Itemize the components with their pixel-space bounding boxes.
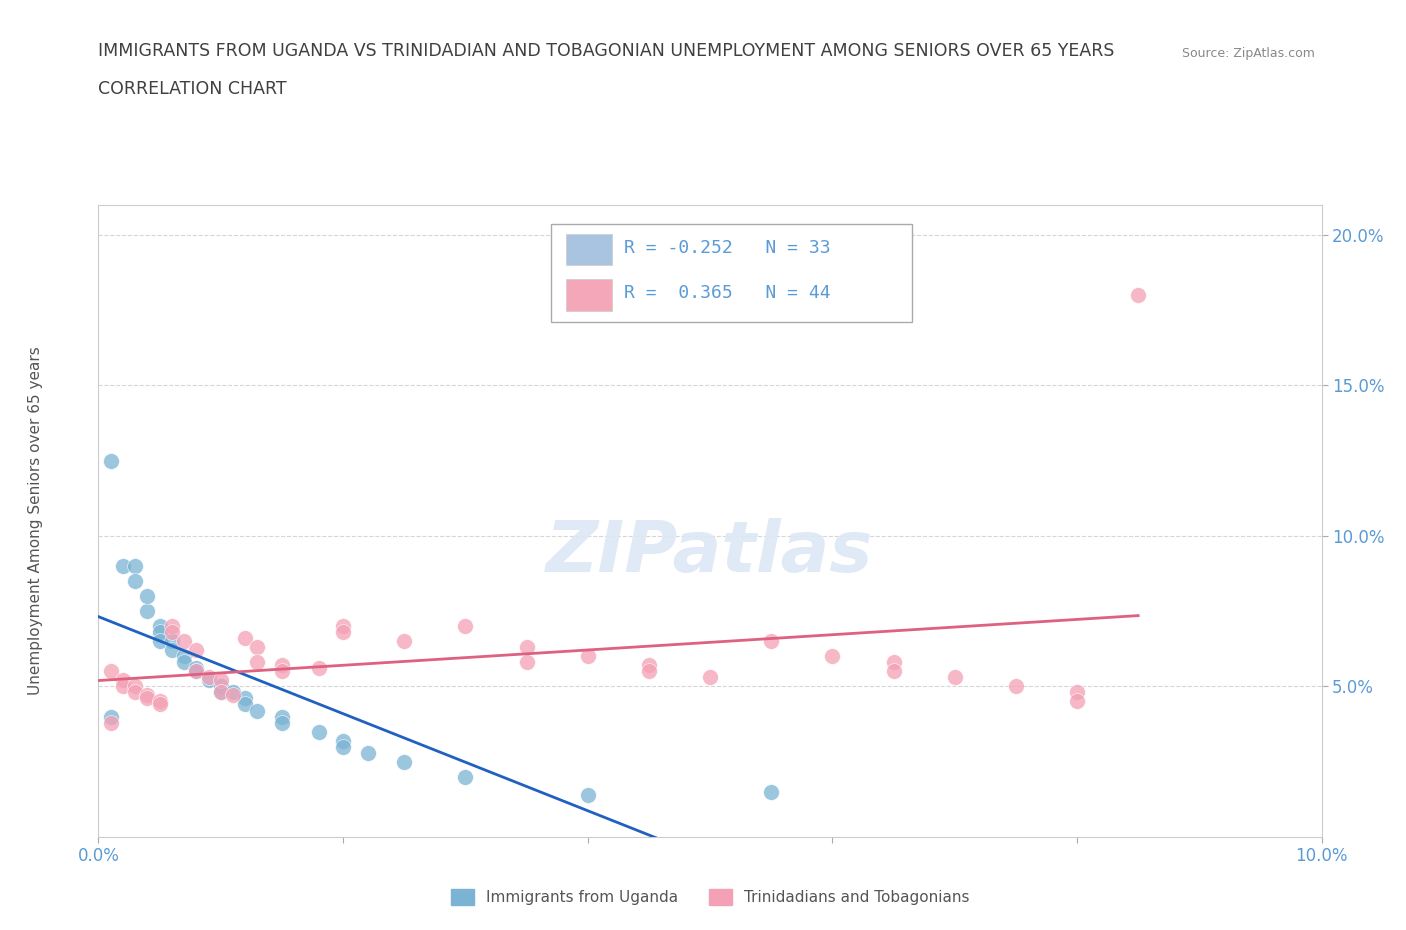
Point: [124, 685, 146, 700]
Point: [246, 703, 269, 718]
Y-axis label: Unemployment Among Seniors over 65 years: Unemployment Among Seniors over 65 years: [28, 347, 42, 696]
Point: [209, 679, 232, 694]
Point: [454, 769, 477, 784]
Point: [246, 640, 269, 655]
Point: [576, 649, 599, 664]
Point: [759, 784, 782, 799]
Point: [100, 709, 122, 724]
Point: [308, 724, 330, 739]
Point: [124, 559, 146, 574]
Point: [160, 634, 183, 649]
Legend: Immigrants from Uganda, Trinidadians and Tobagonians: Immigrants from Uganda, Trinidadians and…: [444, 884, 976, 911]
Point: [233, 631, 256, 645]
Point: [209, 685, 232, 700]
Bar: [565, 233, 612, 265]
Point: [270, 658, 292, 672]
Point: [111, 679, 134, 694]
Point: [222, 688, 245, 703]
Text: R =  0.365   N = 44: R = 0.365 N = 44: [624, 285, 831, 302]
Point: [883, 664, 905, 679]
Point: [124, 574, 146, 589]
Point: [1066, 694, 1088, 709]
Text: ZIPatlas: ZIPatlas: [547, 518, 873, 587]
Point: [100, 453, 122, 468]
Point: [392, 634, 416, 649]
Point: [197, 670, 219, 684]
Text: CORRELATION CHART: CORRELATION CHART: [98, 80, 287, 98]
Point: [356, 745, 378, 760]
Point: [149, 618, 172, 633]
Point: [516, 640, 538, 655]
Bar: [565, 279, 612, 311]
Point: [149, 694, 172, 709]
Point: [136, 691, 159, 706]
Point: [149, 634, 172, 649]
Point: [111, 559, 134, 574]
Point: [173, 634, 195, 649]
Point: [111, 673, 134, 688]
Point: [392, 754, 416, 769]
Point: [332, 739, 354, 754]
Point: [136, 688, 159, 703]
FancyBboxPatch shape: [551, 223, 912, 322]
Point: [883, 655, 905, 670]
Point: [821, 649, 844, 664]
Point: [173, 649, 195, 664]
Point: [160, 643, 183, 658]
Point: [270, 709, 292, 724]
Point: [136, 589, 159, 604]
Point: [454, 618, 477, 633]
Point: [186, 664, 208, 679]
Point: [197, 673, 219, 688]
Point: [222, 685, 245, 700]
Text: R = -0.252   N = 33: R = -0.252 N = 33: [624, 239, 831, 257]
Point: [233, 691, 256, 706]
Point: [1066, 685, 1088, 700]
Point: [308, 661, 330, 676]
Point: [173, 655, 195, 670]
Point: [149, 625, 172, 640]
Point: [943, 670, 966, 684]
Point: [637, 664, 661, 679]
Point: [516, 655, 538, 670]
Point: [332, 733, 354, 748]
Point: [186, 664, 208, 679]
Point: [124, 679, 146, 694]
Point: [209, 673, 232, 688]
Point: [186, 643, 208, 658]
Point: [1128, 287, 1150, 302]
Point: [100, 715, 122, 730]
Point: [576, 788, 599, 803]
Point: [136, 604, 159, 618]
Point: [160, 625, 183, 640]
Point: [246, 655, 269, 670]
Point: [270, 715, 292, 730]
Point: [100, 664, 122, 679]
Point: [149, 698, 172, 712]
Point: [759, 634, 782, 649]
Point: [209, 685, 232, 700]
Point: [186, 661, 208, 676]
Point: [637, 658, 661, 672]
Point: [1004, 679, 1026, 694]
Point: [270, 664, 292, 679]
Point: [332, 625, 354, 640]
Point: [160, 618, 183, 633]
Point: [332, 618, 354, 633]
Point: [233, 698, 256, 712]
Point: [699, 670, 721, 684]
Text: Source: ZipAtlas.com: Source: ZipAtlas.com: [1181, 47, 1315, 60]
Text: IMMIGRANTS FROM UGANDA VS TRINIDADIAN AND TOBAGONIAN UNEMPLOYMENT AMONG SENIORS : IMMIGRANTS FROM UGANDA VS TRINIDADIAN AN…: [98, 43, 1115, 60]
